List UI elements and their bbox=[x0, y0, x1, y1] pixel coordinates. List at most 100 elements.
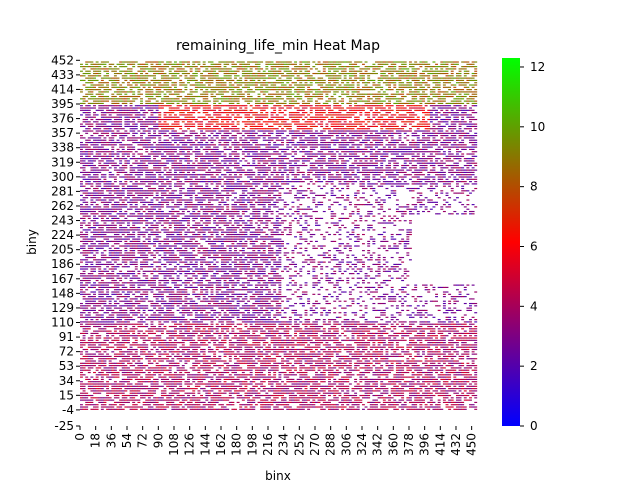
heatmap-cell bbox=[166, 348, 170, 351]
heatmap-cell bbox=[466, 348, 470, 351]
heatmap-cell bbox=[440, 408, 444, 410]
heatmap-cell bbox=[267, 381, 271, 383]
heatmap-cell bbox=[330, 404, 334, 406]
heatmap-cell bbox=[265, 325, 269, 328]
heatmap-cell bbox=[406, 330, 410, 332]
heatmap-cell bbox=[228, 383, 232, 385]
heatmap-cell bbox=[267, 388, 271, 390]
heatmap-cell bbox=[260, 330, 264, 332]
heatmap-cell bbox=[124, 312, 128, 314]
heatmap-cell bbox=[93, 383, 96, 385]
heatmap-cell bbox=[111, 399, 115, 401]
heatmap-cell bbox=[166, 305, 170, 307]
heatmap-cell bbox=[372, 335, 376, 337]
heatmap-cell bbox=[181, 328, 185, 330]
heatmap-cell bbox=[181, 332, 185, 334]
heatmap-cell bbox=[354, 394, 358, 397]
heatmap-cell bbox=[385, 408, 389, 410]
heatmap-cell bbox=[312, 312, 316, 314]
heatmap-cell bbox=[375, 348, 378, 351]
heatmap-cell bbox=[127, 305, 130, 307]
heatmap-cell bbox=[286, 390, 290, 392]
heatmap-cell bbox=[137, 369, 141, 371]
heatmap-cell bbox=[453, 385, 457, 387]
heatmap-cell bbox=[239, 342, 243, 344]
heatmap-cell bbox=[103, 342, 107, 344]
heatmap-cell bbox=[273, 339, 277, 341]
heatmap-cell bbox=[270, 337, 274, 339]
heatmap-cell bbox=[265, 392, 269, 394]
heatmap-cell bbox=[100, 406, 104, 408]
heatmap-cell bbox=[304, 330, 308, 332]
heatmap-cell bbox=[474, 397, 478, 399]
heatmap-cell bbox=[121, 316, 125, 318]
heatmap-cell bbox=[312, 330, 316, 332]
heatmap-cell bbox=[223, 353, 227, 355]
heatmap-cell bbox=[150, 302, 154, 305]
heatmap-cell bbox=[132, 397, 136, 399]
heatmap-cell bbox=[356, 339, 360, 341]
heatmap-cell bbox=[314, 321, 318, 323]
heatmap-cell bbox=[119, 323, 123, 325]
heatmap-cell bbox=[132, 401, 136, 403]
heatmap-cell bbox=[150, 348, 154, 351]
heatmap-cell bbox=[322, 323, 326, 325]
heatmap-cell bbox=[95, 390, 99, 392]
heatmap-cell bbox=[127, 385, 130, 387]
heatmap-cell bbox=[351, 346, 355, 348]
heatmap-cell bbox=[322, 335, 326, 337]
heatmap-cell bbox=[187, 332, 190, 334]
heatmap-cell bbox=[414, 337, 418, 339]
heatmap-cell bbox=[168, 351, 172, 353]
heatmap-cell bbox=[262, 337, 266, 339]
heatmap-cell bbox=[377, 316, 381, 318]
heatmap-cell bbox=[210, 378, 214, 380]
heatmap-cell bbox=[343, 339, 347, 341]
heatmap-cell bbox=[304, 390, 308, 392]
heatmap-cell bbox=[142, 305, 146, 307]
heatmap-cell bbox=[291, 371, 295, 374]
heatmap-cell bbox=[174, 330, 177, 332]
heatmap-cell bbox=[260, 337, 264, 339]
heatmap-cell bbox=[260, 362, 264, 364]
heatmap-cell bbox=[354, 385, 358, 387]
heatmap-cell bbox=[411, 328, 415, 330]
heatmap-cell bbox=[281, 381, 284, 383]
heatmap-cell bbox=[207, 404, 211, 406]
heatmap-cell bbox=[93, 408, 96, 410]
heatmap-cell bbox=[338, 371, 342, 374]
heatmap-cell bbox=[427, 355, 431, 357]
heatmap-cell bbox=[132, 358, 136, 360]
heatmap-cell bbox=[322, 401, 326, 403]
heatmap-cell bbox=[461, 362, 465, 364]
heatmap-cell bbox=[234, 388, 237, 390]
heatmap-cell bbox=[388, 371, 392, 374]
heatmap-cell bbox=[153, 378, 157, 380]
heatmap-cell bbox=[160, 316, 164, 318]
heatmap-cell bbox=[160, 406, 164, 408]
heatmap-cell bbox=[140, 397, 143, 399]
heatmap-cell bbox=[111, 339, 115, 341]
heatmap-cell bbox=[80, 302, 83, 305]
heatmap-cell bbox=[445, 319, 449, 321]
heatmap-cell bbox=[98, 355, 102, 357]
heatmap-cell bbox=[354, 330, 358, 332]
heatmap-cell bbox=[187, 353, 190, 355]
heatmap-cell bbox=[90, 323, 94, 325]
heatmap-cell bbox=[80, 314, 83, 316]
heatmap-cell bbox=[341, 307, 345, 309]
heatmap-cell bbox=[361, 367, 365, 369]
heatmap-cell bbox=[307, 390, 311, 392]
heatmap-cell bbox=[108, 307, 112, 309]
heatmap-cell bbox=[466, 307, 470, 309]
heatmap-cell bbox=[414, 360, 418, 362]
heatmap-cell bbox=[116, 312, 120, 314]
heatmap-cell bbox=[150, 337, 154, 339]
heatmap-cell bbox=[442, 323, 446, 325]
heatmap-cell bbox=[325, 302, 329, 305]
heatmap-cell bbox=[304, 346, 308, 348]
heatmap-cell bbox=[226, 378, 230, 380]
heatmap-cell bbox=[194, 319, 198, 321]
heatmap-cell bbox=[401, 348, 405, 351]
heatmap-cell bbox=[192, 351, 196, 353]
